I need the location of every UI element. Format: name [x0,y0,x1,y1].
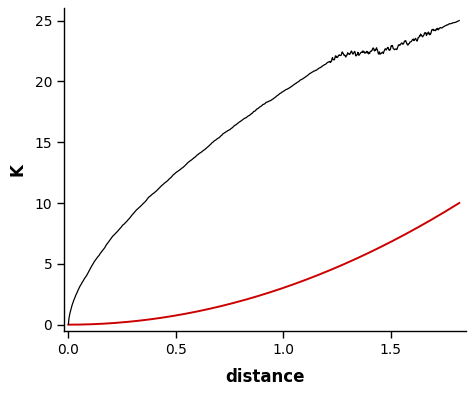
X-axis label: distance: distance [225,368,305,386]
Y-axis label: K: K [9,163,27,176]
